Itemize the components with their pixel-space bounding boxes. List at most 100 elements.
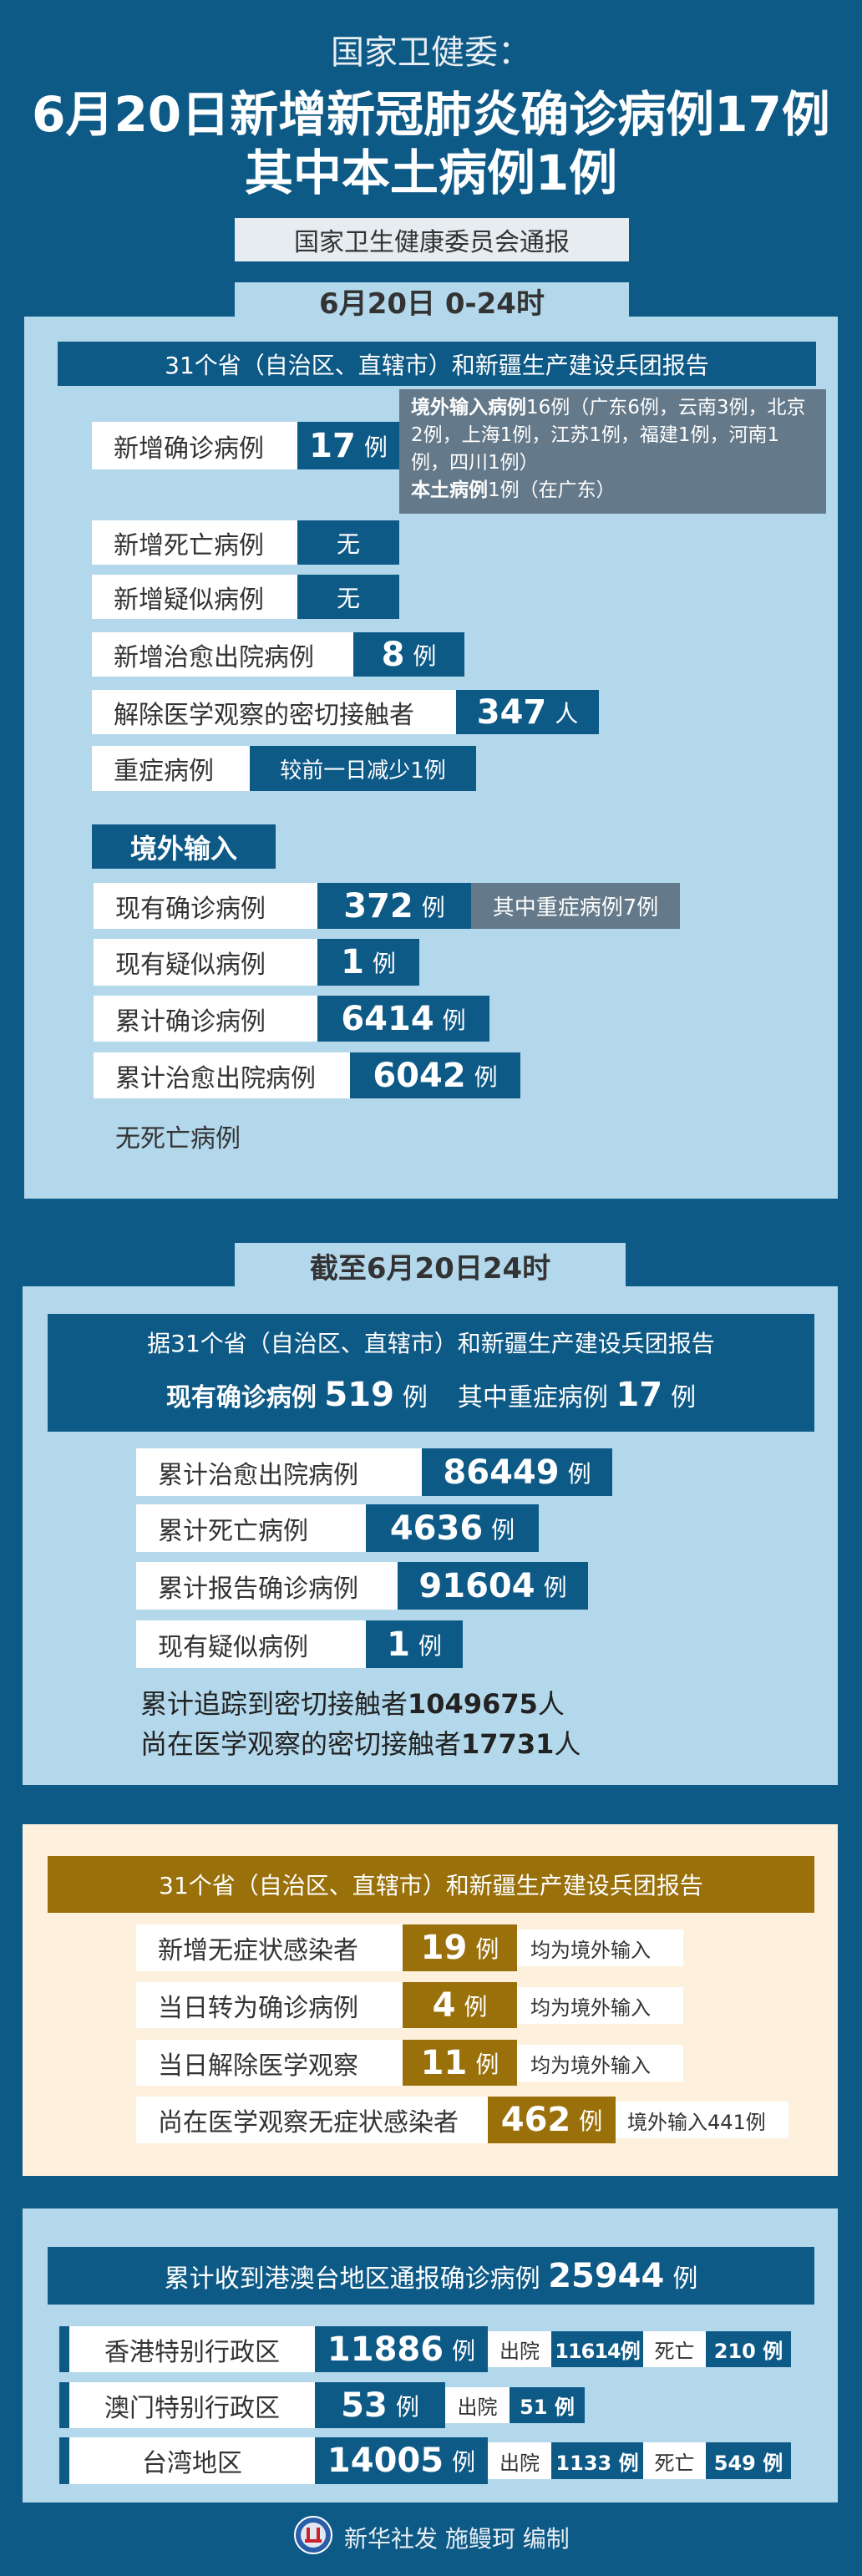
section4-header: 累计收到港澳台地区通报确诊病例 25944 例 <box>48 2247 814 2305</box>
row-value: 无 <box>297 520 399 565</box>
row-label: 现有疑似病例 <box>94 939 317 986</box>
value-number: 6042 <box>373 1056 466 1095</box>
value-unit: 例 <box>474 1062 498 1091</box>
value-number: 17 <box>309 426 356 465</box>
observing-unit: 人 <box>554 1728 581 1760</box>
row-label: 新增无症状感染者 <box>136 1924 403 1971</box>
row-label: 当日转为确诊病例 <box>136 1982 403 2028</box>
value-number: 347 <box>476 692 547 732</box>
value-number: 53 <box>341 2386 388 2425</box>
row-note: 均为境外输入 <box>517 2045 683 2082</box>
observing-value: 17731 <box>461 1728 555 1760</box>
current-summary: 现有确诊病例 519 例 其中重症病例 17 例 <box>48 1374 814 1416</box>
current-value: 519 <box>324 1376 394 1414</box>
row-label: 累计治愈出院病例 <box>94 1052 350 1098</box>
row-label: 解除医学观察的密切接触者 <box>92 690 456 734</box>
row-value: 19 例 <box>403 1924 517 1971</box>
value-unit: 例 <box>413 641 437 670</box>
row-value: 较前一日减少1例 <box>250 746 476 791</box>
value-unit: 例 <box>418 1631 442 1660</box>
region-value: 11886 例 <box>315 2326 488 2372</box>
value-unit: 例 <box>567 1459 591 1488</box>
report-header-text: 据31个省（自治区、直辖市）和新疆生产建设兵团报告 <box>147 1330 715 1357</box>
death-label: 死亡 <box>643 2331 706 2367</box>
row-label: 累计报告确诊病例 <box>136 1562 398 1610</box>
contacts-label: 累计追踪到密切接触者 <box>140 1688 408 1720</box>
death-label: 死亡 <box>643 2442 706 2479</box>
footer-credit: 新华社发 施鳗珂 编制 <box>344 2525 570 2553</box>
region-label: 台湾地区 <box>69 2437 315 2484</box>
discharged-label: 出院 <box>488 2442 551 2479</box>
xinhua-logo-icon <box>294 2516 332 2554</box>
value-number: 6414 <box>341 999 434 1038</box>
discharged-value: 11614例 <box>551 2331 643 2367</box>
row-note: 境外输入441例 <box>616 2102 788 2138</box>
imported-label: 境外输入病例 <box>411 397 526 418</box>
value-number: 86449 <box>443 1453 560 1492</box>
row-value: 462 例 <box>488 2097 616 2143</box>
severe-unit: 例 <box>671 1383 697 1412</box>
region-value: 14005 例 <box>315 2437 488 2484</box>
value-number: 91604 <box>418 1566 535 1605</box>
row-label: 新增疑似病例 <box>92 575 297 619</box>
section1-tab: 6月20日 0-24时 <box>235 282 629 321</box>
page-subtitle: 其中本土病例1例 <box>244 145 618 201</box>
row-note: 均为境外输入 <box>517 1987 683 2024</box>
local-text: 1例（在广东） <box>488 479 616 501</box>
section1-report-header: 31个省（自治区、直辖市）和新疆生产建设兵团报告 <box>58 342 816 386</box>
contacts-value: 1049675 <box>408 1688 538 1720</box>
value-unit: 例 <box>543 1573 567 1601</box>
value-number: 11 <box>420 2043 468 2082</box>
row-label: 新增确诊病例 <box>92 422 297 469</box>
current-unit: 例 <box>402 1383 428 1412</box>
accent-bar <box>59 2326 69 2372</box>
value-number: 4636 <box>389 1509 484 1548</box>
row-value: 6042 例 <box>350 1052 520 1098</box>
imported-header: 境外输入 <box>92 824 276 869</box>
accent-bar <box>59 2437 69 2484</box>
row-value: 4636 例 <box>366 1504 539 1552</box>
observing-label: 尚在医学观察的密切接触者 <box>140 1728 462 1760</box>
current-label: 现有确诊病例 <box>165 1383 317 1412</box>
local-label: 本土病例 <box>411 479 488 501</box>
contacts-line: 累计追踪到密切接触者1049675人 <box>140 1687 565 1721</box>
row-label: 现有疑似病例 <box>136 1620 366 1668</box>
row-label: 新增死亡病例 <box>92 520 297 565</box>
value-unit: 例 <box>442 1006 466 1034</box>
header-unit: 例 <box>672 2264 698 2294</box>
row-value: 372 例 <box>317 883 471 929</box>
discharged-label: 出院 <box>488 2331 551 2367</box>
value-unit: 例 <box>464 1992 488 2021</box>
value-unit: 例 <box>421 893 445 921</box>
value-number: 372 <box>343 886 413 925</box>
death-value: 549 例 <box>706 2442 791 2479</box>
row-value: 6414 例 <box>317 996 489 1042</box>
section3-report-header: 31个省（自治区、直辖市）和新疆生产建设兵团报告 <box>48 1856 814 1913</box>
source-label: 国家卫生健康委员会通报 <box>235 218 629 261</box>
discharged-label: 出院 <box>445 2387 510 2423</box>
row-label: 累计死亡病例 <box>136 1504 366 1552</box>
value-number: 14005 <box>327 2442 444 2480</box>
value-unit: 例 <box>372 950 396 977</box>
row-label: 重症病例 <box>92 746 250 791</box>
row-value: 无 <box>297 575 399 619</box>
value-unit: 例 <box>452 2336 476 2365</box>
contacts-unit: 人 <box>537 1688 565 1720</box>
row-value: 347 人 <box>456 690 599 734</box>
value-unit: 例 <box>363 433 388 461</box>
imported-text: 16例（广东6例，云南3例，北京2例，上海1例，江苏1例，福建1例，河南1例，四… <box>411 397 806 474</box>
row-label: 尚在医学观察无症状感染者 <box>136 2097 488 2143</box>
row-label: 现有确诊病例 <box>94 883 317 929</box>
row-label: 累计确诊病例 <box>94 996 317 1042</box>
value-number: 462 <box>500 2101 571 2139</box>
value-number: 19 <box>420 1929 468 1967</box>
header-label: 累计收到港澳台地区通报确诊病例 <box>164 2264 540 2294</box>
region-label: 香港特别行政区 <box>69 2326 315 2372</box>
value-unit: 例 <box>452 2448 476 2476</box>
value-unit: 例 <box>475 1935 499 1963</box>
observing-line: 尚在医学观察的密切接触者17731人 <box>140 1727 581 1761</box>
